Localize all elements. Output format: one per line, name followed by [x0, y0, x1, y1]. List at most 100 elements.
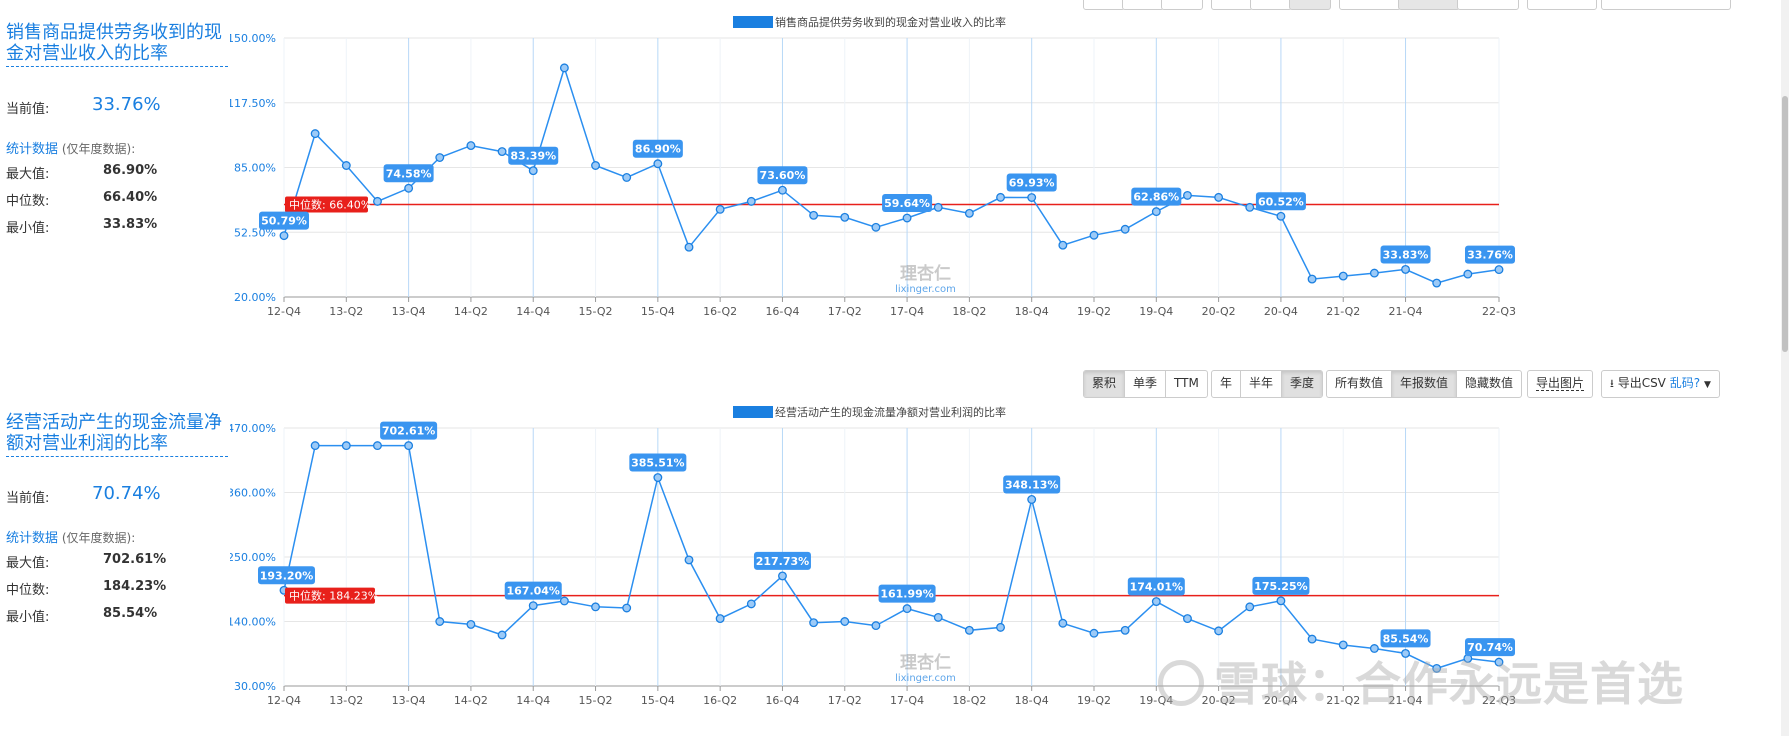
median-tag-text: 中位数: 184.23% [289, 589, 378, 603]
value-display-button-2[interactable]: 隐藏数值 [1465, 376, 1514, 390]
data-point [1089, 628, 1099, 638]
toolbar-button-stub[interactable] [1601, 0, 1731, 10]
data-point [528, 601, 538, 611]
stat-max-row: 最大值: 702.61% [6, 552, 228, 571]
toolbar-button-stub[interactable] [1289, 0, 1331, 10]
current-value-row: 当前值: 70.74% [6, 483, 228, 506]
y-tick-label: 117.50% [230, 97, 276, 110]
frequency-button-1[interactable]: 半年 [1241, 371, 1283, 397]
x-tick-label: 16-Q2 [703, 305, 737, 318]
data-point [528, 166, 538, 176]
period-mode-button-2[interactable]: TTM [1174, 376, 1199, 390]
data-label: 33.83% [1380, 245, 1431, 264]
stat-min-row: 最小值: 85.54% [6, 606, 228, 625]
y-tick-label: 250.00% [230, 551, 276, 564]
data-label-text: 83.39% [510, 150, 556, 163]
data-label: 33.76% [1465, 245, 1515, 264]
data-label-box [1131, 187, 1182, 206]
metric-title[interactable]: 销售商品提供劳务收到的现金对营业收入的比率 [6, 22, 228, 67]
metric-title[interactable]: 经营活动产生的现金流量净额对营业利润的比率 [6, 412, 228, 457]
x-tick-label: 17-Q2 [828, 694, 862, 707]
y-tick-label: 360.00% [230, 487, 276, 500]
data-label-text: 385.51% [631, 457, 684, 470]
min-value: 33.83% [103, 217, 158, 232]
data-point [1151, 597, 1161, 607]
value-display-button-0[interactable]: 所有数值 [1327, 371, 1393, 397]
data-point [933, 202, 943, 212]
data-label-box [878, 584, 936, 603]
chart-watermark-cn: 理杏仁 [900, 263, 951, 284]
data-label-text: 161.99% [880, 588, 933, 601]
data-label: 83.39% [508, 146, 559, 165]
export-image-button[interactable]: 导出图片 [1527, 370, 1594, 398]
data-point [341, 161, 351, 170]
data-point [964, 208, 974, 218]
data-point [497, 147, 507, 157]
data-point [591, 602, 600, 612]
frequency-button-0[interactable]: 年 [1212, 371, 1242, 397]
period-mode-button-0[interactable]: 累积 [1084, 371, 1126, 397]
scrollbar-thumb[interactable] [1782, 96, 1788, 352]
data-point [373, 441, 382, 451]
data-label-text: 174.01% [1130, 581, 1183, 594]
stats-link[interactable]: 统计数据 [6, 531, 59, 546]
data-label-text: 60.52% [1258, 195, 1304, 208]
data-point [840, 617, 850, 626]
data-point [404, 183, 414, 193]
data-point [310, 129, 320, 139]
data-label-box [1127, 577, 1185, 596]
data-label-text: 85.54% [1383, 632, 1429, 645]
median-label: 中位数: [6, 583, 50, 598]
period-mode-group: 累积 单季 TTM [1083, 370, 1208, 398]
snowball-logo-icon [1158, 660, 1204, 706]
data-point [1401, 264, 1410, 274]
data-point [1494, 265, 1504, 275]
garbled-link[interactable]: 乱码? [1669, 376, 1701, 390]
data-point [840, 212, 850, 222]
data-label: 385.51% [629, 453, 687, 472]
data-point [1338, 640, 1348, 650]
data-point [809, 210, 819, 220]
data-point [871, 222, 881, 232]
data-label-box [258, 566, 315, 585]
data-point [1245, 202, 1255, 212]
export-csv-label: 导出CSV [1617, 376, 1666, 390]
x-tick-label: 17-Q4 [890, 694, 924, 707]
data-label-text: 33.76% [1467, 249, 1513, 262]
stats-link[interactable]: 统计数据 [6, 142, 59, 157]
data-label: 50.79% [259, 211, 309, 230]
max-value: 702.61% [103, 552, 167, 567]
data-label-box [259, 211, 309, 230]
value-display-button-1[interactable]: 年报数值 [1392, 371, 1458, 397]
data-point [497, 630, 507, 640]
toolbar-button-stub[interactable] [1457, 0, 1519, 10]
period-mode-button-1[interactable]: 单季 [1125, 371, 1167, 397]
data-label-text: 348.13% [1005, 478, 1058, 491]
data-label-box [1255, 192, 1306, 211]
x-tick-label: 12-Q4 [267, 305, 301, 318]
page-watermark-text: 雪球：合作永远是首选 [1214, 657, 1684, 711]
data-point [341, 441, 351, 451]
chart-panel-1: 销售商品提供劳务收到的现金对营业收入的比率 当前值: 33.76% 统计数据 (… [6, 0, 1731, 318]
y-tick-label: 20.00% [234, 291, 276, 304]
median-tag-box [285, 196, 368, 213]
toolbar-button-stub[interactable] [1527, 0, 1597, 10]
data-label: 167.04% [504, 581, 562, 600]
median-tag: 中位数: 66.40% [285, 196, 371, 213]
data-point [715, 204, 725, 214]
export-csv-button[interactable]: ⭳ 导出CSV 乱码? ▼ [1601, 370, 1720, 398]
page-scrollbar[interactable] [1781, 0, 1789, 736]
data-point [1183, 614, 1192, 624]
line-chart-1: 销售商品提供劳务收到的现金对营业收入的比率20.00%52.50%85.00%1… [230, 15, 1516, 318]
data-label: 60.52% [1255, 192, 1306, 211]
frequency-button-2[interactable]: 季度 [1282, 371, 1323, 397]
data-point [1401, 648, 1410, 658]
stats-header: 统计数据 (仅年度数据): [6, 527, 228, 546]
data-label-box [1380, 629, 1431, 648]
data-point [310, 441, 320, 451]
toolbar-button-stub[interactable] [1161, 0, 1203, 10]
export-image-label: 导出图片 [1536, 376, 1585, 391]
x-tick-label: 21-Q2 [1326, 305, 1360, 318]
data-label: 70.74% [1465, 638, 1515, 657]
metric-sidebar: 销售商品提供劳务收到的现金对营业收入的比率 [6, 22, 228, 67]
